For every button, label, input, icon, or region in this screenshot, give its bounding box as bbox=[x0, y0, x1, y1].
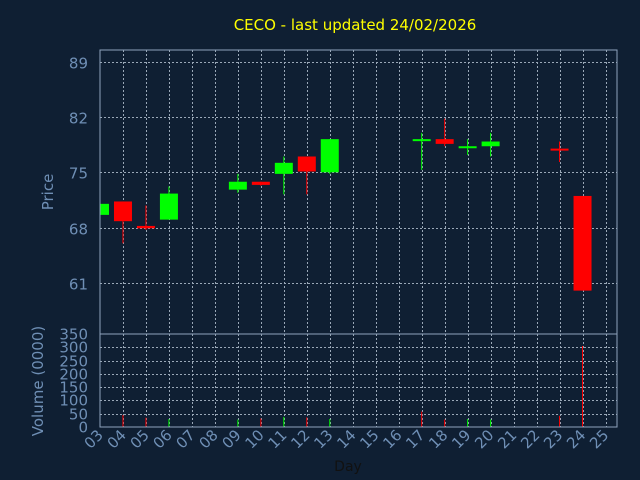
price-candles bbox=[99, 118, 592, 291]
candle-body bbox=[228, 181, 247, 190]
day-axis-label: Day bbox=[334, 459, 362, 475]
price-y-ticks: 61 68 75 82 89 bbox=[69, 55, 88, 294]
day-tick-label: 25 bbox=[586, 426, 612, 452]
candle-body bbox=[297, 156, 316, 172]
candle-body bbox=[458, 146, 477, 149]
candle-body bbox=[573, 195, 592, 291]
price-tick-label: 68 bbox=[69, 221, 88, 239]
candle-body bbox=[550, 148, 569, 151]
volume-tick-label: 250 bbox=[59, 353, 88, 371]
candle-body bbox=[100, 203, 109, 215]
day-x-ticks: 0304050607080910111213141516171819202122… bbox=[81, 426, 613, 452]
price-axis-label: Price bbox=[39, 174, 57, 211]
candle-body bbox=[113, 201, 132, 222]
volume-tick-label: 350 bbox=[59, 326, 88, 344]
volume-tick-label: 200 bbox=[59, 366, 88, 384]
volume-panel-frame bbox=[99, 333, 618, 428]
candle-body bbox=[481, 141, 500, 147]
price-tick-label: 82 bbox=[69, 110, 88, 128]
volume-grid bbox=[100, 334, 617, 427]
candle-body bbox=[159, 193, 178, 220]
price-tick-label: 89 bbox=[69, 55, 88, 73]
candle-body bbox=[412, 139, 431, 142]
candle-body bbox=[274, 162, 293, 174]
price-grid bbox=[100, 50, 617, 334]
volume-tick-label: 150 bbox=[59, 379, 88, 397]
price-panel-frame bbox=[99, 49, 618, 335]
volume-tick-label: 100 bbox=[59, 392, 88, 410]
volume-axis-label: Volume (0000) bbox=[29, 326, 47, 436]
chart-title: CECO - last updated 24/02/2026 bbox=[234, 16, 477, 34]
price-tick-label: 61 bbox=[69, 276, 88, 294]
price-tick-label: 75 bbox=[69, 165, 88, 183]
volume-tick-label: 300 bbox=[59, 339, 88, 357]
volume-tick-label: 50 bbox=[69, 406, 88, 424]
volume-tick-label: 0 bbox=[78, 419, 88, 437]
candle-body bbox=[136, 225, 155, 229]
candle-body bbox=[435, 139, 454, 144]
candle-body bbox=[251, 181, 270, 185]
candle-body bbox=[320, 139, 339, 173]
